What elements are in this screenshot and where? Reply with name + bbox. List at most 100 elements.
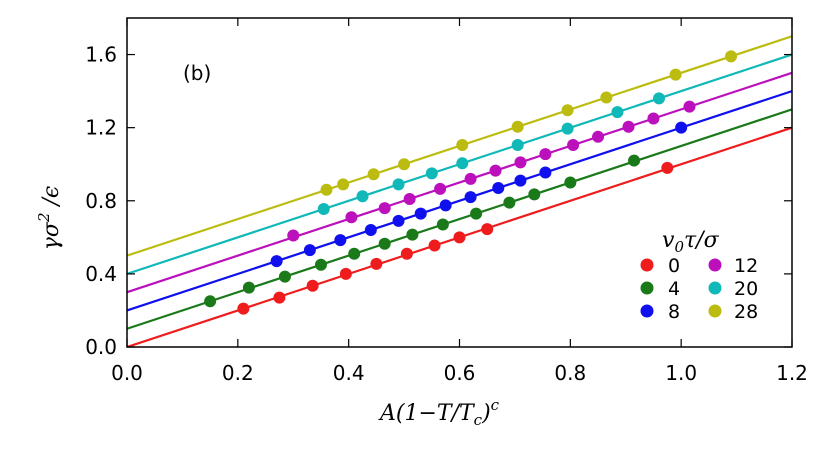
x-tick-label: 0.8	[554, 361, 586, 385]
fit-lines	[127, 35, 792, 347]
legend-label-0: 0	[668, 255, 680, 277]
point-28	[561, 104, 574, 117]
legend-marker-4	[640, 281, 654, 295]
legend-label-8: 8	[668, 301, 680, 323]
legend-marker-12	[708, 258, 722, 272]
point-4	[204, 295, 217, 308]
point-4	[564, 176, 577, 189]
point-20	[425, 167, 438, 180]
point-28	[320, 183, 333, 196]
legend-marker-8	[640, 304, 654, 318]
point-0	[339, 267, 352, 280]
point-4	[348, 247, 361, 260]
point-4	[406, 228, 419, 241]
point-12	[592, 130, 605, 143]
point-12	[345, 211, 358, 224]
point-8	[334, 234, 347, 247]
point-28	[337, 178, 350, 191]
legend-label-20: 20	[734, 278, 758, 300]
legend-marker-0	[640, 258, 654, 272]
legend-label-4: 4	[668, 278, 680, 300]
point-12	[539, 148, 552, 161]
point-20	[561, 122, 574, 135]
point-8	[303, 244, 316, 257]
point-8	[270, 255, 283, 268]
point-4	[528, 188, 541, 201]
point-12	[567, 139, 580, 152]
point-4	[436, 218, 449, 231]
point-28	[600, 91, 613, 104]
legend-marker-20	[708, 281, 722, 295]
point-12	[489, 164, 502, 177]
point-4	[503, 196, 516, 209]
point-8	[514, 174, 527, 187]
point-12	[378, 202, 391, 215]
point-28	[456, 139, 469, 152]
x-tick-label: 1.0	[665, 361, 697, 385]
x-tick-label: 0.2	[222, 361, 254, 385]
point-4	[278, 270, 291, 283]
point-8	[414, 207, 427, 220]
point-4	[378, 237, 391, 250]
point-12	[287, 229, 300, 242]
point-0	[661, 161, 674, 174]
point-12	[403, 192, 416, 205]
point-0	[306, 279, 319, 292]
fit-line-12	[127, 71, 792, 294]
fit-line-8	[127, 90, 792, 312]
point-0	[453, 231, 466, 244]
point-0	[370, 257, 383, 270]
legend-label-12: 12	[734, 255, 758, 277]
point-20	[511, 139, 524, 152]
point-0	[428, 239, 441, 252]
point-8	[492, 181, 505, 194]
x-tick-label: 0.6	[444, 361, 476, 385]
point-28	[367, 168, 380, 181]
point-8	[364, 224, 377, 237]
point-4	[628, 154, 641, 167]
legend-marker-28	[708, 304, 722, 318]
point-8	[675, 121, 688, 134]
point-0	[237, 302, 250, 315]
data-points	[204, 50, 738, 315]
point-28	[511, 120, 524, 133]
point-28	[398, 158, 411, 171]
y-tick-label: 0.0	[85, 335, 117, 359]
y-axis-label: γσ2 /ϵ	[35, 186, 64, 250]
point-0	[400, 247, 413, 260]
y-tick-label: 1.2	[85, 116, 117, 140]
panel-label: (b)	[183, 61, 211, 85]
point-4	[242, 281, 255, 294]
point-20	[611, 106, 624, 119]
x-tick-label: 1.2	[776, 361, 808, 385]
point-12	[464, 172, 477, 185]
point-0	[481, 223, 494, 236]
axis-ticks: 0.0 0.2 0.4 0.6 0.8 1.0 1.2 0.0 0.4 0.8 1.2 1.6	[85, 18, 808, 385]
point-12	[622, 120, 635, 133]
legend-title: v0τ/σ	[662, 228, 720, 256]
point-12	[514, 156, 527, 169]
point-8	[539, 166, 552, 179]
point-8	[464, 191, 477, 204]
y-tick-label: 0.4	[85, 262, 117, 286]
point-28	[725, 50, 738, 63]
point-8	[392, 214, 405, 227]
point-12	[434, 182, 447, 195]
point-20	[653, 92, 665, 105]
y-tick-label: 1.6	[85, 43, 117, 67]
fit-line-4	[127, 108, 792, 330]
x-axis-label: A(1−T/Tc)c	[378, 396, 500, 429]
x-tick-label: 0.0	[111, 361, 143, 385]
point-20	[392, 178, 405, 191]
point-4	[470, 207, 483, 220]
legend-label-28: 28	[734, 301, 758, 323]
point-4	[314, 258, 327, 271]
point-12	[683, 100, 696, 113]
x-tick-label: 0.4	[333, 361, 365, 385]
point-12	[647, 112, 660, 125]
point-20	[456, 157, 469, 170]
point-20	[317, 203, 330, 216]
y-tick-label: 0.8	[85, 189, 117, 213]
